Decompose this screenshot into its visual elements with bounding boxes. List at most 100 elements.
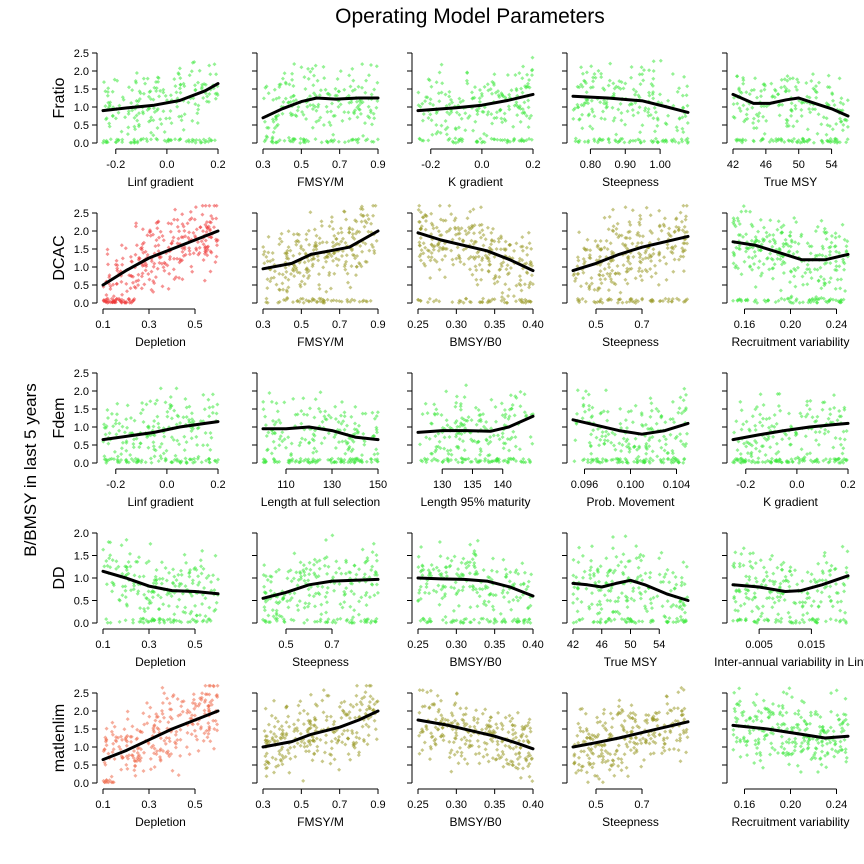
scatter-point — [343, 262, 348, 267]
scatter-point — [169, 416, 174, 421]
scatter-point — [297, 599, 302, 604]
scatter-point — [305, 618, 310, 622]
scatter-point — [614, 84, 619, 89]
scatter-point — [124, 417, 129, 422]
scatter-point — [163, 566, 168, 570]
scatter-point — [625, 426, 629, 430]
y-tick-label: 0.0 — [74, 138, 89, 150]
scatter-point — [149, 269, 154, 274]
scatter-point — [210, 410, 215, 415]
scatter-point — [143, 268, 148, 273]
scatter-point — [572, 585, 577, 590]
x-tick-label: 0.096 — [571, 479, 599, 491]
scatter-point — [571, 116, 576, 121]
scatter-point — [822, 277, 826, 282]
panel-fratio-2: -0.2 0.0 0.2K gradient — [407, 52, 541, 189]
scatter-point — [526, 230, 531, 235]
scatter-point — [680, 126, 685, 131]
scatter-point — [113, 421, 118, 426]
scatter-point — [160, 284, 165, 289]
scatter-point — [286, 435, 291, 440]
scatter-point — [295, 299, 300, 304]
scatter-point — [207, 63, 212, 68]
scatter-point — [310, 107, 315, 111]
scatter-point — [837, 234, 842, 239]
x-tick-label: 0.2 — [525, 159, 540, 171]
scatter-point — [417, 588, 422, 592]
scatter-point — [283, 298, 288, 303]
scatter-point — [787, 88, 791, 93]
scatter-point — [341, 236, 345, 241]
scatter-point — [611, 93, 616, 98]
scatter-point — [141, 76, 146, 81]
scatter-point — [753, 76, 758, 81]
scatter-point — [828, 407, 832, 412]
scatter-point — [193, 83, 197, 88]
scatter-point — [664, 277, 669, 282]
x-tick-label: 0.3 — [141, 639, 156, 651]
scatter-point — [169, 121, 174, 126]
scatter-point — [503, 282, 508, 287]
scatter-point — [161, 87, 166, 92]
scatter-point — [835, 277, 840, 282]
x-axis-title: Linf gradient — [127, 175, 194, 189]
scatter-point — [358, 244, 363, 248]
scatter-point — [181, 127, 186, 132]
scatter-point — [449, 452, 454, 457]
scatter-point — [347, 225, 352, 230]
scatter-point — [655, 454, 660, 459]
scatter-point — [761, 403, 766, 407]
scatter-point — [103, 432, 108, 437]
scatter-point — [431, 103, 436, 107]
scatter-point — [665, 599, 670, 604]
scatter-point — [273, 446, 278, 451]
scatter-point — [184, 560, 189, 565]
scatter-point — [502, 111, 507, 116]
x-tick-label: 50 — [793, 159, 805, 171]
scatter-point — [432, 402, 437, 407]
scatter-point — [438, 130, 443, 135]
y-axis — [722, 372, 728, 464]
scatter-point — [480, 94, 484, 98]
scatter-point — [334, 298, 339, 303]
x-tick-label: 0.30 — [446, 639, 467, 651]
scatter-point — [508, 570, 513, 575]
scatter-point — [290, 71, 295, 76]
scatter-point — [328, 286, 333, 291]
scatter-point — [468, 542, 473, 547]
scatter-point — [349, 264, 354, 269]
scatter-point — [819, 286, 824, 291]
scatter-point — [333, 417, 338, 421]
scatter-point — [680, 115, 685, 120]
scatter-point — [799, 114, 804, 118]
scatter-point — [640, 123, 645, 128]
scatter-point — [360, 453, 364, 458]
scatter-point — [776, 92, 781, 97]
scatter-point — [658, 92, 662, 97]
scatter-point — [427, 78, 432, 83]
scatter-point — [480, 228, 485, 233]
scatter-point — [585, 237, 590, 242]
scatter-point — [648, 267, 653, 271]
scatter-point — [497, 437, 502, 442]
scatter-point — [318, 115, 323, 120]
scatter-point — [263, 414, 268, 419]
scatter-point — [271, 130, 276, 135]
scatter-point — [767, 416, 772, 421]
scatter-point — [291, 84, 296, 88]
scatter-point — [114, 281, 119, 286]
y-axis — [407, 372, 413, 464]
scatter-point — [156, 79, 161, 84]
scatter-point — [481, 110, 486, 114]
scatter-point — [450, 300, 455, 305]
scatter-point — [201, 229, 205, 234]
scatter-point — [322, 563, 327, 568]
scatter-point — [313, 104, 317, 109]
scatter-point — [346, 139, 351, 144]
scatter-point — [463, 111, 468, 116]
scatter-point — [478, 452, 482, 457]
y-axis — [407, 212, 413, 304]
scatter-point — [444, 570, 449, 575]
scatter-point — [334, 570, 339, 575]
